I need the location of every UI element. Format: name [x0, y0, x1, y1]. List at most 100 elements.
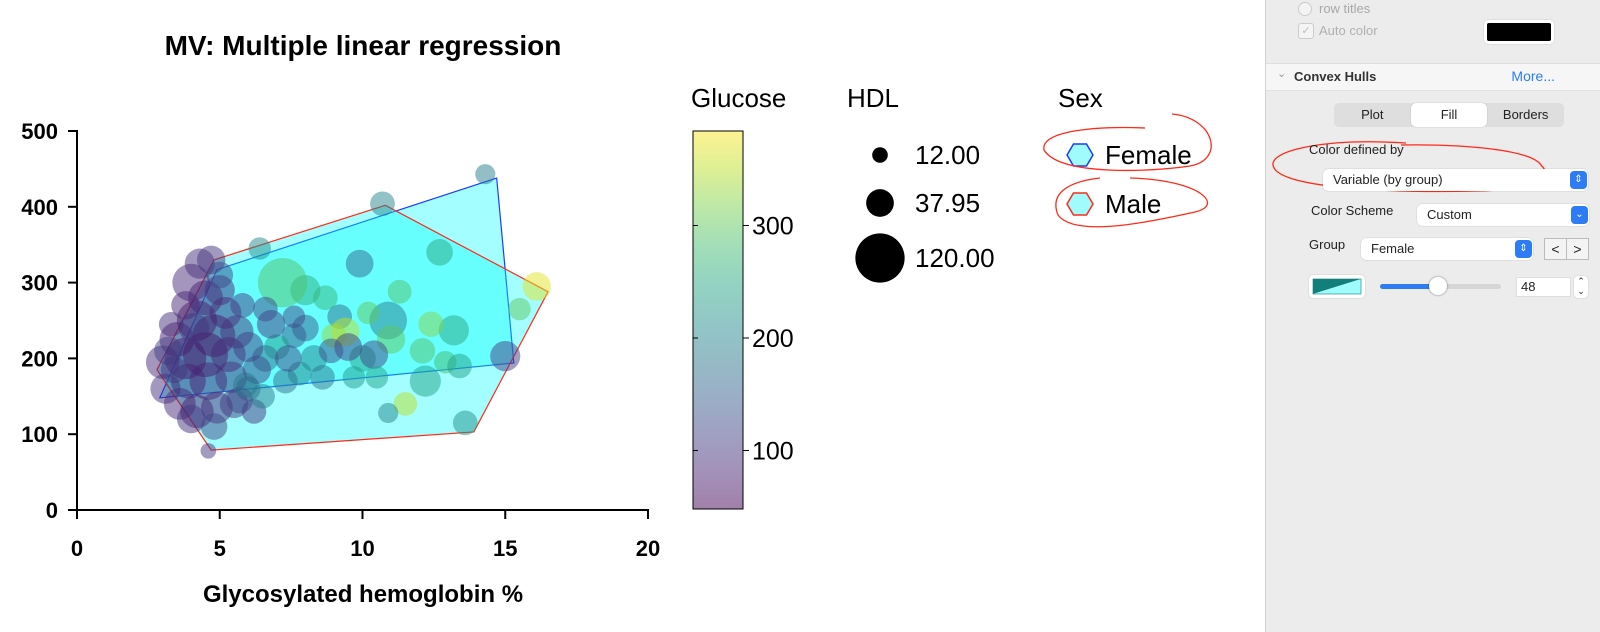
slider-fill [1380, 284, 1439, 289]
y-tick-label: 0 [46, 498, 58, 523]
tab-borders[interactable]: Borders [1502, 107, 1549, 122]
data-point [313, 285, 338, 311]
group-legend-title: Sex [1058, 83, 1103, 113]
colorbar [692, 130, 744, 510]
hexagon-male-icon [1066, 192, 1094, 216]
legend-label-female: Female [1105, 140, 1192, 170]
data-point [365, 366, 389, 389]
data-point [387, 279, 412, 304]
data-point [522, 272, 551, 301]
panel-annotations [1272, 141, 1547, 193]
legend-label-male: Male [1105, 189, 1161, 219]
tab-fill[interactable]: Fill [1410, 103, 1488, 127]
data-point [318, 338, 344, 364]
data-point [273, 368, 298, 394]
chart-title: MV: Multiple linear regression [165, 30, 562, 61]
size-legend-label: 37.95 [915, 188, 980, 218]
convex-hulls-header[interactable] [1266, 63, 1600, 91]
y-tick-label: 500 [21, 119, 58, 144]
color-defined-by-label: Color defined by [1309, 142, 1404, 157]
updown-chevron-icon: ⇕ [1570, 171, 1587, 189]
row-titles-label: row titles [1319, 1, 1371, 16]
y-tick-label: 300 [21, 271, 58, 296]
y-tick-label: 400 [21, 195, 58, 220]
data-point [356, 301, 380, 325]
size-legend-dot [855, 233, 905, 283]
data-point [508, 297, 531, 321]
tab-plot[interactable]: Plot [1361, 107, 1384, 122]
x-tick-label: 0 [71, 536, 83, 561]
size-legend-title: HDL [847, 83, 899, 113]
data-point [393, 391, 418, 416]
opacity-slider[interactable] [1380, 277, 1501, 295]
size-legend-dot [872, 147, 888, 163]
size-legend-label: 120.00 [915, 243, 995, 273]
annotation-circle-female [1043, 113, 1212, 172]
data-point [248, 237, 271, 260]
x-axis-label: Glycosylated hemoglobin % [203, 581, 523, 608]
data-point [176, 404, 206, 434]
data-point [178, 312, 210, 344]
colorbar-title: Glucose [691, 83, 786, 113]
data-point [409, 338, 436, 364]
row-titles-radio[interactable] [1298, 2, 1312, 16]
data-points [145, 164, 551, 459]
data-point [250, 383, 275, 409]
fill-color-swatch[interactable] [1309, 275, 1365, 298]
chevron-down-icon[interactable]: ⌄ [1277, 68, 1287, 80]
size-legend-label: 12.00 [915, 140, 980, 170]
x-tick-label: 15 [493, 536, 517, 561]
colorbar-tick-label: 100 [752, 438, 794, 466]
data-point [206, 261, 234, 289]
data-point [257, 257, 308, 308]
colorbar-tick-label: 300 [752, 213, 794, 241]
data-point [370, 191, 395, 217]
data-point [490, 341, 521, 372]
data-point [452, 410, 478, 436]
next-group-button[interactable]: > [1573, 241, 1582, 257]
data-point [233, 331, 264, 363]
opacity-input[interactable]: 48 [1516, 277, 1571, 297]
y-tick-label: 200 [21, 346, 58, 371]
format-panel: row titles ✓ Auto color ⌄ Convex Hulls M… [1265, 0, 1600, 632]
auto-color-checkbox[interactable]: ✓ [1298, 23, 1314, 39]
x-tick-label: 20 [636, 536, 660, 561]
legend-item-female: Female [1066, 140, 1192, 170]
annotation-circle-color-defined [1272, 141, 1547, 193]
data-point [345, 249, 374, 278]
data-point [342, 366, 366, 389]
group-label: Group [1309, 237, 1346, 252]
data-point [426, 238, 453, 266]
y-tick-label: 100 [21, 422, 58, 447]
data-point [200, 443, 217, 459]
data-point [378, 402, 399, 424]
data-point [475, 164, 496, 185]
x-tick-label: 5 [214, 536, 226, 561]
color-defined-by-select[interactable]: Variable (by group) ⇕ [1323, 169, 1588, 191]
prev-group-button[interactable]: < [1545, 239, 1567, 259]
slider-thumb[interactable] [1429, 277, 1448, 295]
group-select[interactable]: Female ⇕ [1361, 238, 1533, 260]
color-defined-by-value: Variable (by group) [1333, 172, 1443, 187]
tab-bar: Plot Fill Borders [1334, 103, 1564, 127]
swatch-graphic [1312, 278, 1362, 295]
data-point [310, 365, 335, 390]
more-link[interactable]: More... [1511, 68, 1555, 84]
hexagon-female-icon [1066, 143, 1094, 167]
group-nav: < > [1544, 238, 1589, 260]
data-point [359, 340, 389, 369]
data-point [200, 413, 228, 440]
section-title: Convex Hulls [1294, 69, 1377, 84]
data-point [438, 315, 469, 346]
auto-color-swatch[interactable] [1484, 20, 1554, 44]
size-legend-dot [866, 189, 894, 217]
color-scheme-select[interactable]: Custom ⌄ [1417, 204, 1589, 226]
legend-item-male: Male [1066, 189, 1161, 219]
data-point [447, 353, 472, 379]
updown-chevron-icon: ⇕ [1515, 240, 1532, 258]
data-point [230, 293, 255, 318]
color-scheme-value: Custom [1427, 207, 1472, 222]
opacity-stepper[interactable]: ⌃ ⌄ [1574, 276, 1588, 298]
annotation-circle-male [1055, 177, 1208, 228]
data-point [282, 305, 306, 328]
